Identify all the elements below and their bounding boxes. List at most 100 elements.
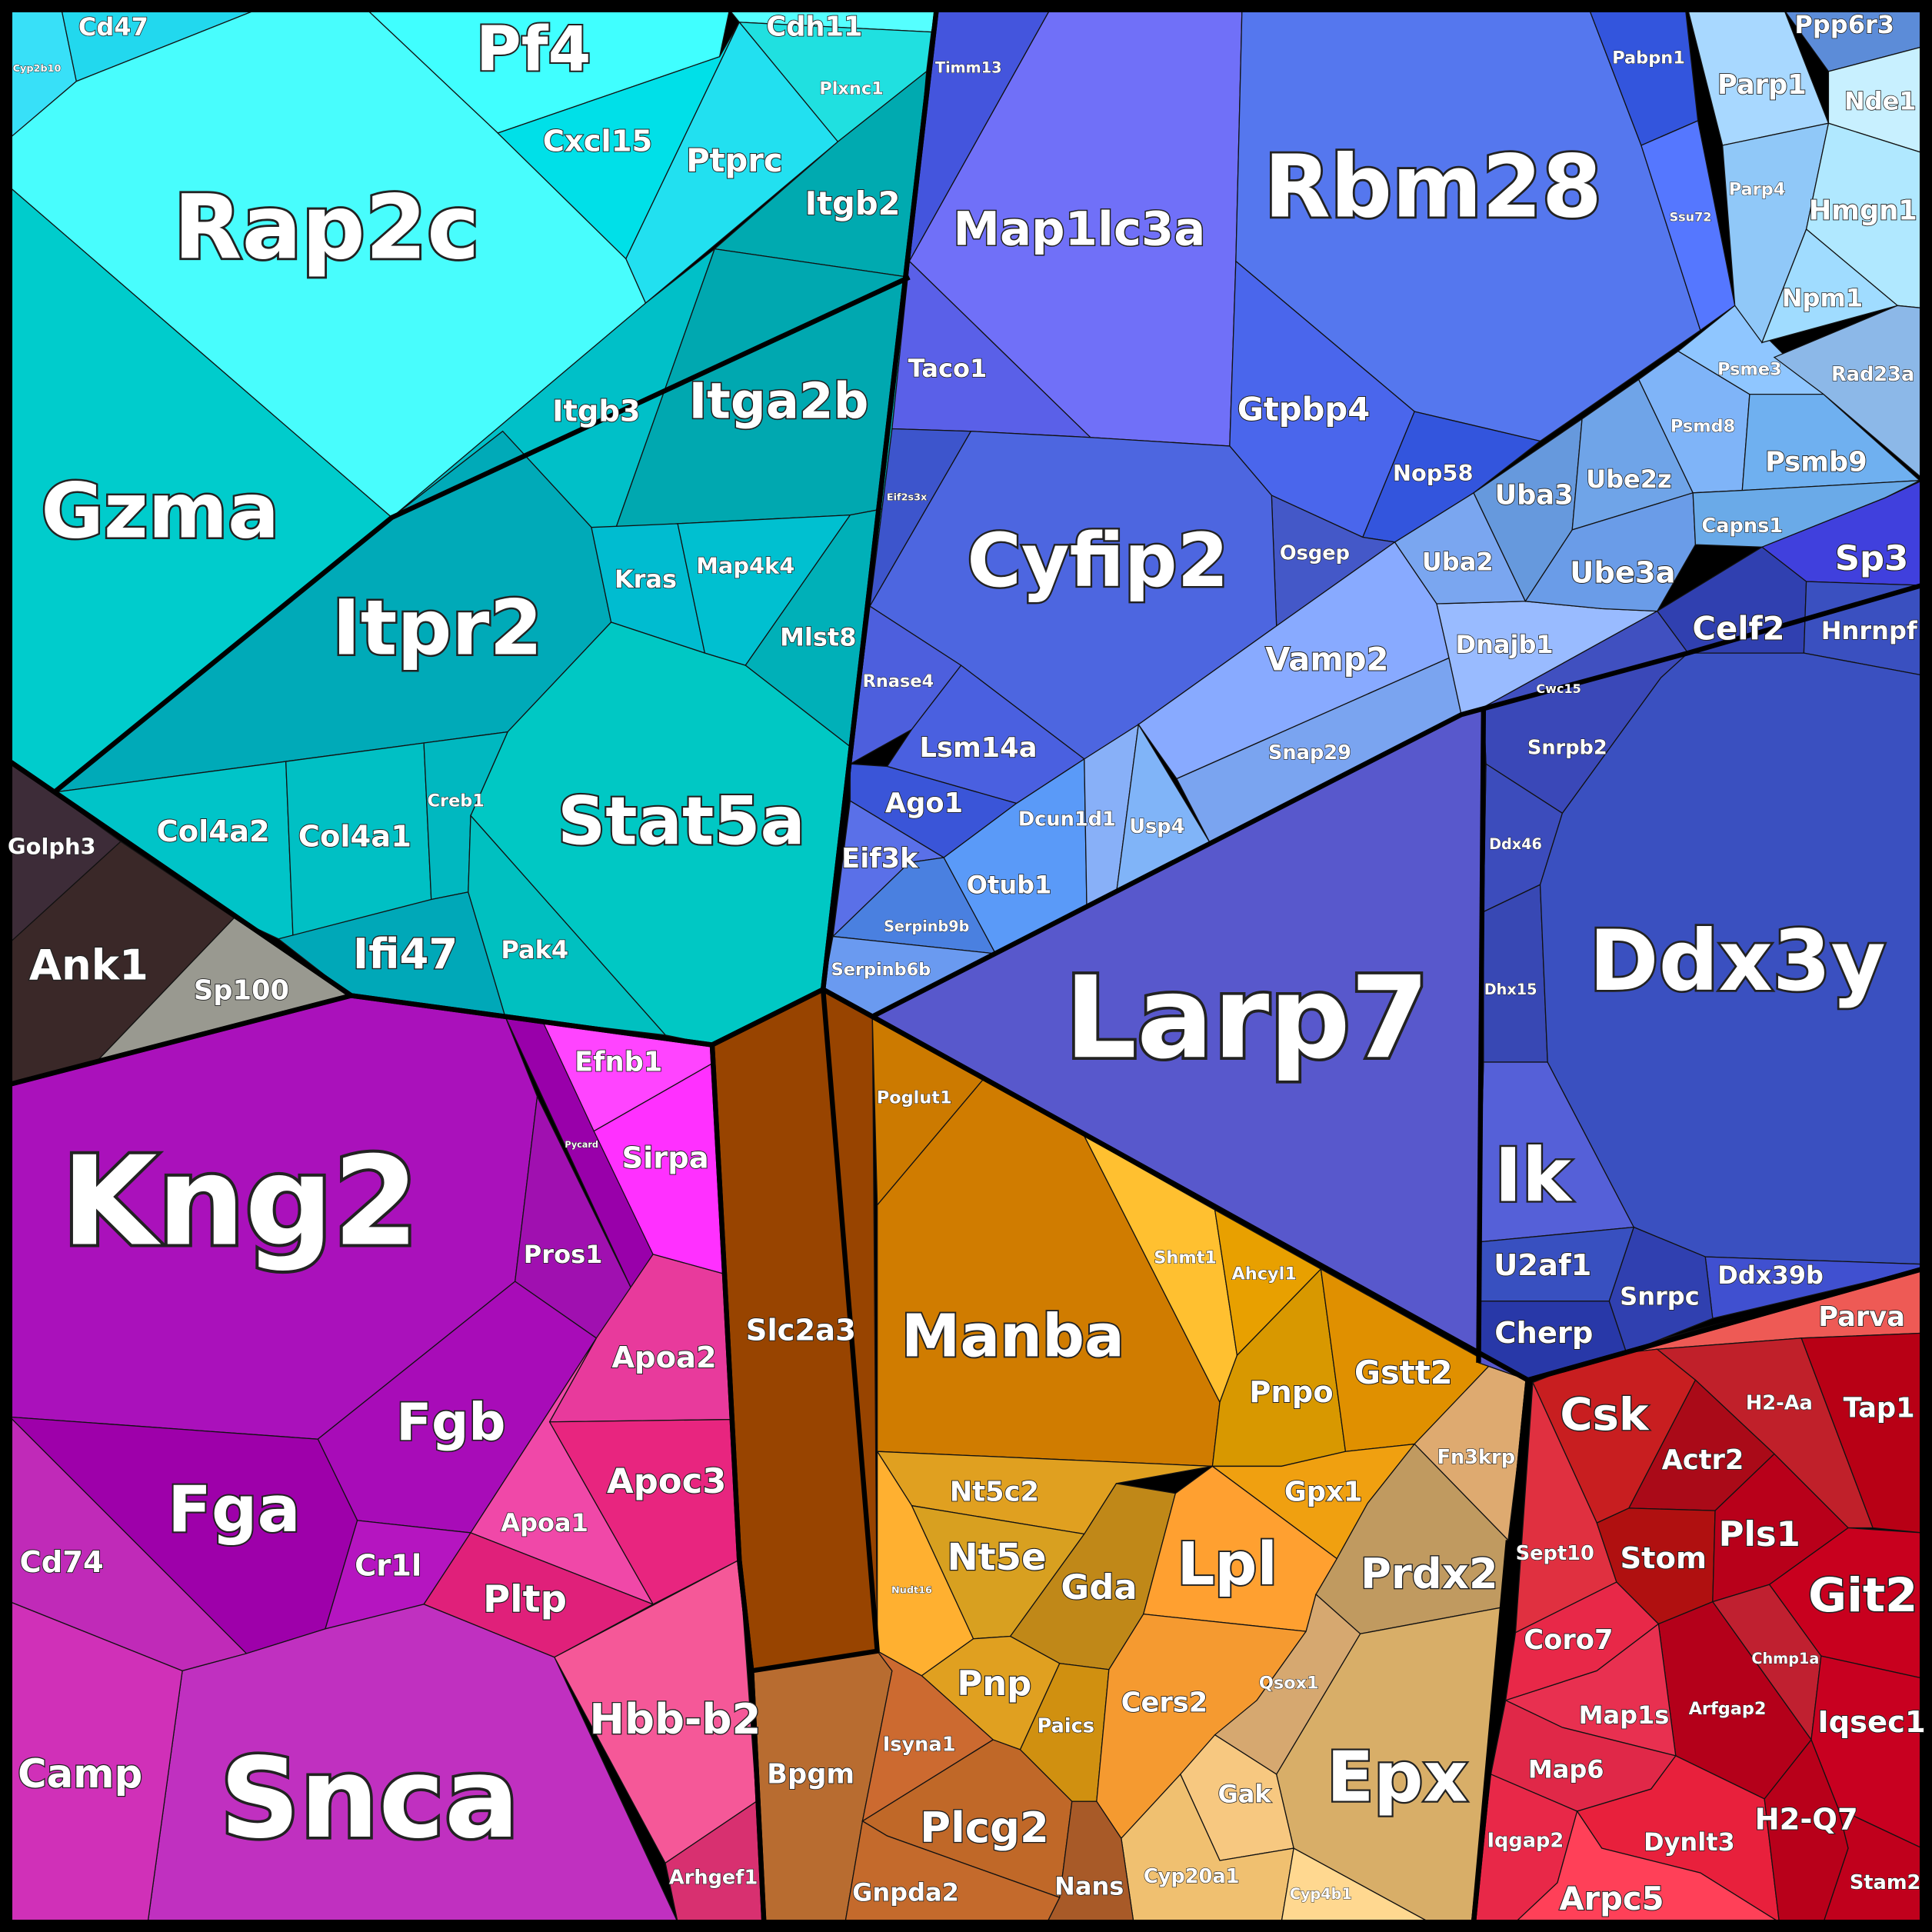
cell-label: Snrpb2 (1527, 736, 1607, 759)
cell-label: Coro7 (1524, 1624, 1613, 1656)
cell-label: Pf4 (476, 14, 591, 85)
cell-label: Sp100 (194, 975, 289, 1007)
cell-label: Cd74 (19, 1545, 103, 1580)
cell-label: Snap29 (1268, 741, 1351, 764)
cell-label: Sept10 (1516, 1542, 1594, 1565)
cell-label: Efnb1 (575, 1046, 662, 1078)
cell-label: Creb1 (428, 791, 485, 811)
cell-label: Mlst8 (780, 622, 857, 651)
cell-label: Pros1 (524, 1240, 603, 1269)
cell-label: Cyp2b10 (13, 63, 62, 75)
group-border (871, 582, 1924, 1019)
cell-label: Capns1 (1701, 515, 1783, 538)
cell-label: Pls1 (1719, 1514, 1800, 1554)
cell-label: Ddx39b (1717, 1261, 1824, 1290)
group-border (820, 7, 1925, 1383)
cell-label: Gda (1061, 1567, 1137, 1607)
cell-label: Fga (168, 1472, 301, 1547)
cell-label: Nans (1054, 1872, 1124, 1901)
cell-label: Col4a2 (157, 814, 270, 849)
cell-label: Cers2 (1121, 1687, 1208, 1719)
cell-label: Ube2z (1586, 465, 1672, 494)
cell-label: Psmb9 (1765, 446, 1867, 478)
cell-label: Snca (220, 1734, 519, 1864)
cell-label: Timm13 (935, 59, 1002, 77)
cell-label: Rad23a (1831, 363, 1914, 386)
cell-label: Cdh11 (766, 12, 862, 43)
cell-label: Rnase4 (863, 671, 934, 691)
group-border (1476, 707, 1487, 1363)
cell-label: Iqgap2 (1487, 1829, 1564, 1852)
cell-label: Serpinb9b (884, 918, 969, 935)
cell-label: Git2 (1808, 1568, 1917, 1623)
cell-label: Snrpc (1620, 1281, 1700, 1311)
group-border (1471, 1540, 1511, 1923)
cell-label: Pycard (565, 1140, 598, 1150)
cell-label: Gstt2 (1354, 1354, 1453, 1391)
cell-label: Ank1 (29, 940, 148, 989)
cell-label: Ik (1494, 1132, 1573, 1218)
cell-label: Map1lc3a (953, 202, 1205, 256)
cell-label: Nde1 (1844, 86, 1917, 115)
cell-label: Isyna1 (883, 1733, 956, 1756)
cell-label: Ube3a (1570, 555, 1675, 590)
cell-label: Cwc15 (1536, 681, 1581, 696)
cell-label: Pltp (483, 1577, 567, 1621)
cell-label: Lsm14a (920, 732, 1038, 764)
cell-label: Eif3k (841, 843, 919, 874)
cell-label: Cyp4b1 (1290, 1885, 1352, 1903)
cell-label: Apoc3 (607, 1461, 726, 1501)
cell-label: Parva (1818, 1301, 1905, 1333)
cell (1608, 1226, 1714, 1354)
cell-label: Dnajb1 (1455, 630, 1553, 659)
cell-label: Stat5a (558, 784, 805, 861)
cell-label: Csk (1560, 1388, 1650, 1441)
cell-label: Rbm28 (1264, 138, 1601, 238)
cell-label: Parp4 (1729, 180, 1786, 200)
cell-label: Apoa2 (611, 1341, 716, 1375)
group-border (52, 275, 911, 794)
cell-label: Ddx46 (1489, 835, 1542, 853)
cell-label: Itga2b (688, 373, 868, 430)
cell-label: Cyfip2 (967, 518, 1228, 604)
labels: Cyp2b10 Cd47 Pf4 Rap2c Cdh11 Plxnc1 Cxcl15 Ptpr… (7, 9, 1926, 1918)
cell-label: Map4k4 (696, 552, 794, 578)
cell-label: Golph3 (8, 834, 96, 860)
cell-label: Hnrnpf (1821, 616, 1918, 645)
cell-label: Cxcl15 (543, 125, 652, 159)
cell-label: Serpinb6b (831, 960, 931, 980)
cell-label: Sirpa (621, 1141, 708, 1175)
cell-label: Vamp2 (1265, 641, 1388, 678)
cell-label: Gtpbp4 (1237, 390, 1370, 428)
cell-label: Shmt1 (1154, 1248, 1217, 1268)
cell-label: Kras (615, 565, 677, 594)
cell-label: Ppp6r3 (1794, 10, 1894, 39)
cell-label: Poglut1 (877, 1088, 952, 1108)
cell-label: Hmgn1 (1809, 195, 1917, 226)
cell-label: Rap2c (174, 176, 480, 279)
cell-label: Ddx3y (1589, 912, 1885, 1010)
cell (468, 814, 667, 1036)
cell-label: Nt5c2 (950, 1477, 1039, 1508)
cell-label: H2-Aa (1746, 1392, 1813, 1415)
cell (1483, 884, 1548, 1063)
cell-label: Ssu72 (1670, 209, 1712, 224)
cell-label: Gnpda2 (852, 1878, 959, 1907)
cell-label: Ifi47 (353, 929, 458, 978)
cell-label: Chmp1a (1751, 1650, 1819, 1667)
cell-label: Stom (1620, 1541, 1707, 1576)
cell-label: Prdx2 (1361, 1549, 1498, 1598)
cell-label: Arpc5 (1559, 1880, 1664, 1917)
cell-label: Eif2s3x (887, 492, 928, 504)
cell-label: Cherp (1494, 1316, 1593, 1351)
cell-label: Nop58 (1393, 460, 1474, 486)
cell-label: Ago1 (885, 788, 963, 819)
cell-label: Taco1 (908, 354, 988, 383)
cell-label: Bpgm (767, 1758, 854, 1790)
cell-label: Ptprc (686, 142, 782, 179)
cell-label: Celf2 (1692, 610, 1784, 648)
cell (1760, 228, 1899, 344)
cell-label: Actr2 (1662, 1444, 1744, 1476)
cell-label: Fgb (396, 1392, 505, 1452)
